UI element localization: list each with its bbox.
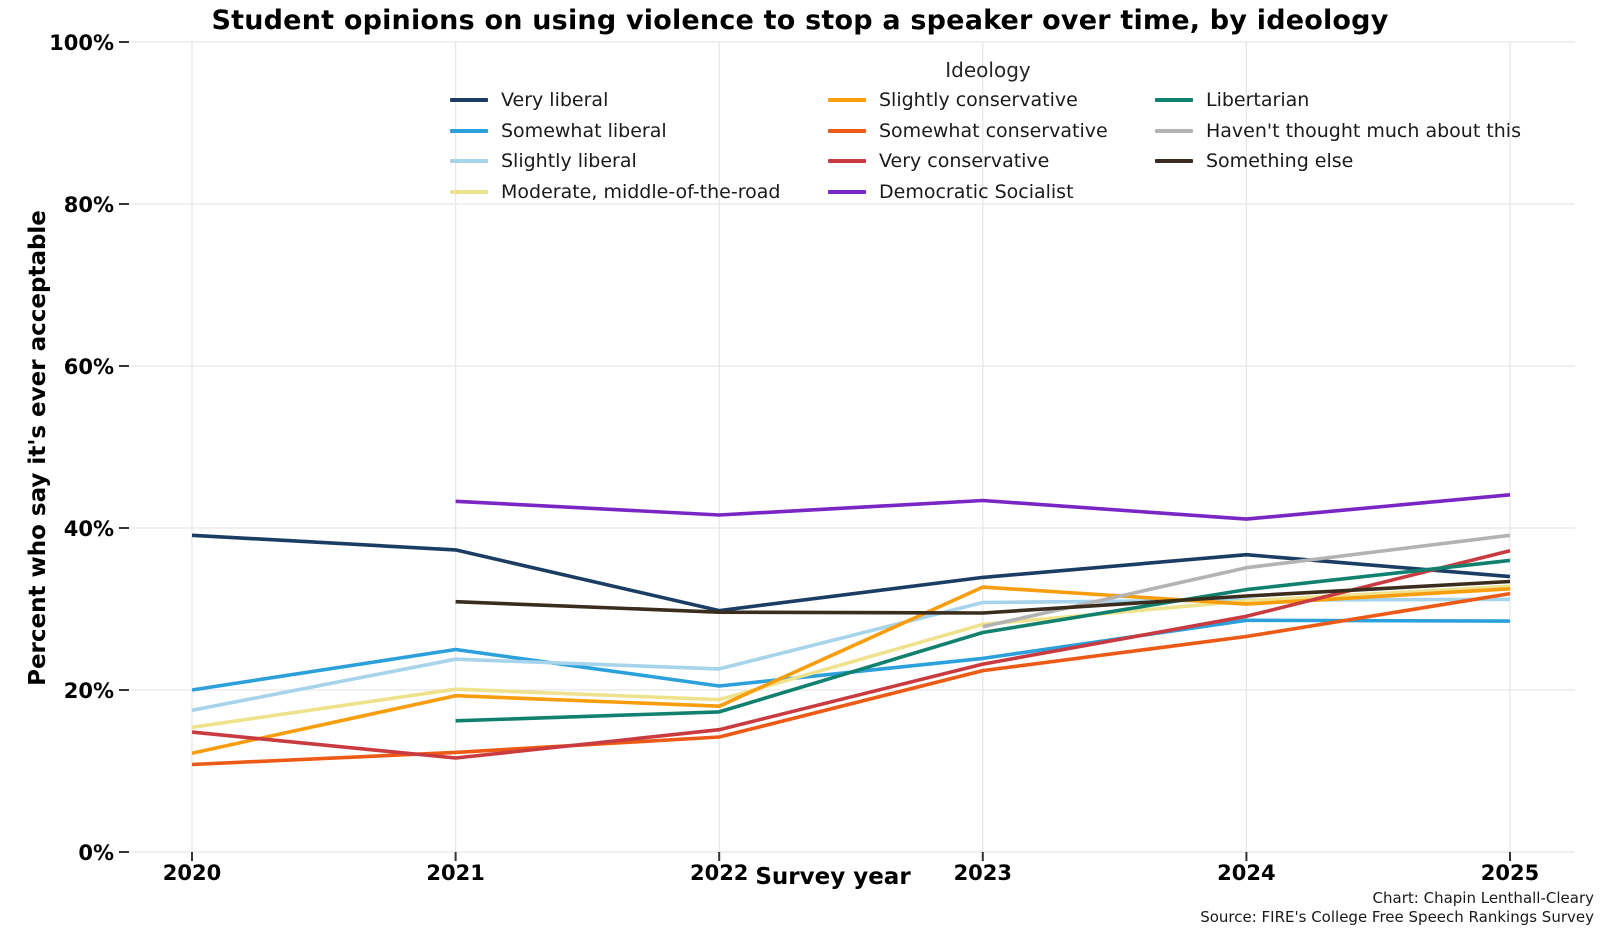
x-tick-label: 2025 [1481, 861, 1539, 885]
legend-swatch [828, 159, 866, 164]
x-tick-label: 2024 [1217, 861, 1275, 885]
legend-item: Slightly conservative [828, 89, 1078, 111]
legend-label: Libertarian [1206, 89, 1310, 111]
legend-swatch [828, 190, 866, 195]
legend-swatch [1155, 98, 1193, 102]
y-axis-label: Percent who say it's ever acceptable [25, 210, 51, 686]
legend-swatch [1155, 159, 1193, 164]
legend-label: Something else [1206, 150, 1354, 173]
legend-label: Slightly liberal [501, 150, 637, 173]
legend-item: Very liberal [450, 89, 608, 111]
credits: Chart: Chapin Lenthall-Cleary Source: FI… [1200, 889, 1594, 927]
legend-item: Somewhat liberal [450, 120, 667, 142]
series-line-very-conservative [191, 548, 1511, 760]
legend-title: Ideology [945, 58, 1031, 82]
credit-source: Source: FIRE's College Free Speech Ranki… [1200, 908, 1594, 926]
credit-chart-author: Chart: Chapin Lenthall-Cleary [1372, 889, 1594, 907]
legend-swatch [828, 98, 866, 102]
legend-item: Slightly liberal [450, 150, 637, 172]
y-tick-label: 60% [64, 355, 114, 379]
x-tick-label: 2022 [690, 861, 748, 885]
legend-item: Haven't thought much about this [1155, 120, 1521, 142]
legend-label: Haven't thought much about this [1206, 119, 1521, 142]
legend-swatch [450, 128, 488, 133]
legend-label: Somewhat conservative [879, 119, 1108, 142]
series-line-democratic-socialist [455, 493, 1511, 521]
series-line-moderate-middle-of-the-road [191, 584, 1511, 730]
y-tick-label: 80% [64, 193, 114, 217]
legend-swatch [1155, 128, 1193, 133]
y-tick-label: 20% [64, 679, 114, 703]
legend-swatch [828, 128, 866, 133]
legend-item: Libertarian [1155, 89, 1309, 111]
legend-swatch [450, 159, 488, 164]
x-tick-label: 2021 [426, 861, 484, 885]
chart-title: Student opinions on using violence to st… [211, 5, 1389, 36]
legend-swatch [450, 190, 488, 195]
legend-label: Moderate, middle-of-the-road [501, 181, 781, 204]
x-tick-label: 2020 [163, 861, 221, 885]
y-tick-label: 0% [78, 841, 114, 865]
legend-label: Slightly conservative [879, 89, 1078, 111]
y-tick-label: 40% [64, 517, 114, 541]
legend-item: Moderate, middle-of-the-road [450, 181, 780, 203]
series-line-slightly-liberal [191, 597, 1511, 713]
series-line-libertarian [455, 558, 1511, 723]
legend-item: Democratic Socialist [828, 181, 1074, 203]
legend-swatch [450, 98, 488, 102]
legend-item: Very conservative [828, 150, 1049, 172]
x-axis-label: Survey year [755, 864, 911, 890]
series-line-somewhat-liberal [191, 618, 1511, 692]
legend-label: Democratic Socialist [879, 181, 1074, 204]
legend-item: Somewhat conservative [828, 120, 1108, 142]
series-line-very-liberal [191, 533, 1511, 613]
x-tick-label: 2023 [954, 861, 1012, 885]
series-line-something-else [455, 579, 1511, 615]
y-tick-label: 100% [49, 31, 114, 55]
legend-label: Somewhat liberal [501, 119, 667, 142]
legend-label: Very liberal [501, 89, 609, 111]
legend-item: Something else [1155, 150, 1353, 172]
legend-label: Very conservative [879, 150, 1050, 173]
series-line-slightly-conservative [191, 585, 1511, 755]
